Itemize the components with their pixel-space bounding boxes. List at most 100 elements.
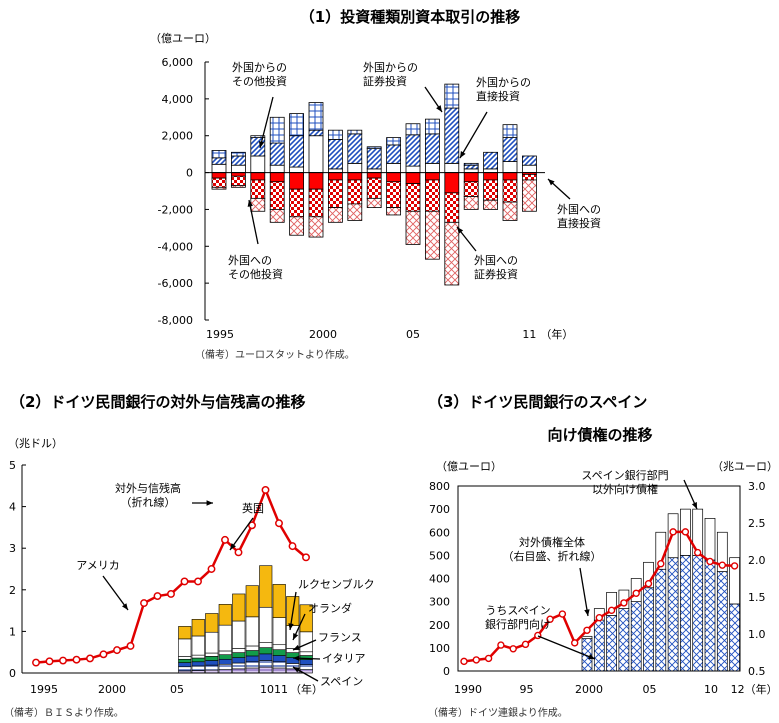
bar-segment	[289, 166, 305, 173]
bar-segment	[483, 179, 499, 201]
line-point	[595, 614, 603, 622]
annotation-total-line-line: （折れ線）	[121, 495, 176, 509]
annotation-to-direct-line: 外国への	[557, 203, 601, 216]
bar-segment	[259, 660, 273, 668]
bar-segment	[250, 179, 266, 199]
bar-segment	[259, 606, 273, 643]
bar-segment	[405, 134, 421, 167]
annotation-to-securities-line: 証券投資	[474, 267, 518, 281]
y-axis-unit: （兆ドル）	[8, 437, 63, 450]
arrow-from-securities-head	[436, 105, 442, 112]
bar-segment	[680, 555, 691, 672]
arrow-from-securities	[424, 86, 443, 113]
annotation-spain: スペイン	[320, 675, 363, 688]
line-point	[275, 519, 283, 528]
bar-segment	[178, 658, 192, 663]
x-axis-tick-labels: 1995 2000 05 11 （年）	[206, 327, 573, 341]
bar-segment	[205, 631, 219, 654]
bar-segment	[424, 172, 440, 181]
y-tick-label: 2	[9, 584, 16, 597]
bar-segment	[230, 155, 246, 166]
arrow-to-other-shaft	[248, 199, 259, 245]
bar-segment	[444, 192, 460, 223]
bar-segment	[386, 172, 402, 183]
x-tick-label: 10	[704, 683, 718, 696]
x-tick-label: （年）	[745, 682, 778, 696]
y-right-tick-label: 0.5	[748, 665, 766, 678]
line-point	[234, 548, 243, 557]
y-tick-label: -8,000	[158, 314, 193, 327]
bar-segment	[366, 146, 382, 150]
arrow-france	[292, 639, 317, 651]
bar-segment	[218, 658, 232, 665]
line-point	[558, 610, 567, 618]
bar-segment	[232, 662, 246, 670]
bar-segment	[704, 518, 716, 561]
bar-segment	[205, 664, 219, 671]
arrow-italy	[292, 655, 321, 661]
arrow-from-direct	[459, 111, 488, 159]
annotation-total-line-line: 対外与信残高	[115, 481, 181, 495]
annotation-to-other-line: 外国への	[228, 254, 272, 267]
bar-segment	[230, 172, 246, 177]
line-point	[546, 615, 554, 623]
bar-segment	[692, 555, 704, 672]
bar-segment	[289, 216, 305, 236]
line-point	[86, 654, 94, 663]
bar-segment	[444, 107, 460, 164]
y-tick-label: 4,000	[162, 93, 194, 106]
y-tick-label: 500	[429, 549, 450, 562]
arrow-spanish-banks	[537, 635, 596, 660]
annotation-netherlands: オランダ	[308, 601, 352, 615]
bar-segment	[308, 216, 324, 238]
line-point	[99, 650, 108, 659]
line-point	[302, 553, 310, 562]
line-point	[72, 655, 81, 664]
y-tick-label: 3	[9, 542, 16, 555]
y-tick-label: 1	[9, 625, 16, 638]
bar-segment	[269, 209, 285, 223]
x-tick-label: 12	[731, 683, 745, 696]
bar-segment	[299, 651, 313, 656]
y-tick-label: 600	[429, 526, 450, 539]
bar-segment	[232, 648, 246, 653]
y-tick-label: 0	[186, 167, 193, 180]
line-point	[583, 626, 591, 634]
y-right-tick-label: 1.0	[748, 628, 766, 641]
arrow-usa-shaft	[102, 575, 129, 611]
bar-segment	[483, 199, 499, 210]
bar-segment	[191, 654, 205, 659]
y-tick-label: 800	[429, 480, 450, 493]
annotation-from-direct-line: 直接投資	[476, 89, 520, 103]
bar-segment	[178, 656, 192, 660]
arrow-spain	[292, 666, 319, 682]
bar-segment	[593, 619, 605, 672]
line-point	[534, 631, 542, 640]
arrow-to-direct-head	[548, 179, 555, 186]
y-tick-label: 2,000	[162, 130, 194, 143]
bar-segment	[259, 647, 273, 655]
y-right-tick-label: 2.5	[748, 517, 766, 530]
bar-segment	[218, 663, 232, 670]
line-point	[45, 657, 54, 666]
bar-segment	[327, 207, 343, 223]
y-tick-label: 4	[9, 501, 16, 514]
arrow-netherlands-head	[293, 633, 299, 640]
x-tick-label: 05	[643, 683, 657, 696]
arrow-usa	[102, 575, 129, 611]
line-point	[607, 606, 616, 615]
y-tick-label: 200	[429, 619, 450, 632]
bar-segment	[259, 642, 273, 648]
bar-segment	[386, 162, 402, 173]
line-point	[194, 577, 202, 586]
arrow-uk	[229, 517, 254, 551]
bar-segment	[444, 162, 460, 173]
bar-segment	[308, 129, 324, 137]
arrow-spanish-banks-shaft	[537, 635, 596, 660]
source-note: （備考）ユーロスタットより作成。	[195, 348, 355, 361]
arrow-italy-head	[293, 655, 300, 661]
bar-segment	[218, 624, 232, 652]
bar-segment	[606, 592, 617, 616]
line-point	[460, 657, 468, 666]
